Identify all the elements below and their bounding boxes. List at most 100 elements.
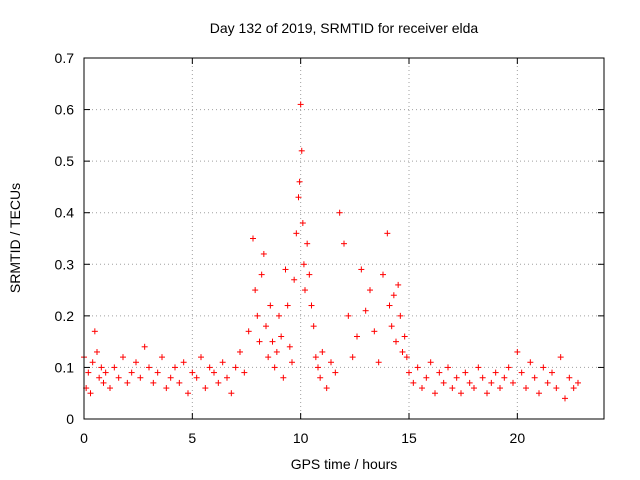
data-point (167, 374, 174, 381)
data-point (388, 323, 395, 330)
data-point (414, 364, 421, 371)
data-point (315, 364, 321, 371)
data-point (141, 343, 148, 350)
data-point (397, 312, 404, 319)
data-point (241, 369, 248, 376)
data-point (263, 323, 269, 330)
data-point (232, 364, 239, 371)
data-point (575, 379, 581, 386)
data-point (265, 354, 272, 361)
data-point (297, 101, 304, 108)
data-point (462, 369, 469, 376)
data-point (371, 328, 378, 335)
data-point (180, 359, 187, 366)
y-tick-label: 0.7 (55, 50, 75, 66)
data-point (308, 302, 315, 309)
y-tick-label: 0 (66, 411, 74, 427)
data-point (146, 364, 152, 371)
y-tick-label: 0.2 (55, 308, 75, 324)
data-point (399, 348, 406, 355)
data-point (380, 271, 386, 278)
data-point (510, 379, 516, 386)
data-point (250, 235, 256, 242)
plot-frame (83, 57, 605, 420)
data-point (296, 178, 303, 185)
data-point (423, 374, 430, 381)
data-point (85, 369, 92, 376)
data-point (531, 374, 538, 381)
data-point (514, 348, 521, 355)
data-point (336, 209, 343, 216)
x-tick-label: 0 (80, 430, 88, 446)
data-point (427, 359, 434, 366)
data-point (393, 338, 399, 345)
data-point (358, 266, 365, 273)
data-point (295, 194, 302, 201)
data-point (349, 354, 356, 361)
data-point (185, 390, 191, 397)
data-point (237, 348, 243, 355)
data-point (91, 328, 98, 335)
data-point (432, 390, 438, 397)
data-point (323, 385, 330, 392)
data-point (497, 385, 503, 392)
y-tick-label: 0.1 (55, 359, 75, 375)
data-point (401, 333, 408, 340)
data-point (163, 385, 170, 392)
x-tick-label: 5 (188, 430, 196, 446)
data-point (128, 369, 135, 376)
data-point (403, 354, 410, 361)
data-point (278, 333, 285, 340)
data-point (328, 359, 334, 366)
data-point (271, 364, 278, 371)
data-point (375, 359, 382, 366)
x-tick-labels: 0 5 10 15 20 (80, 430, 525, 446)
y-tick-label: 0.3 (55, 256, 75, 272)
data-point (215, 379, 222, 386)
data-point (390, 292, 397, 299)
y-tick-labels: 0 0.1 0.2 0.3 0.4 0.5 0.6 0.7 (55, 50, 75, 427)
data-point (228, 390, 235, 397)
data-point (410, 379, 417, 386)
data-point (254, 312, 261, 319)
data-point (256, 338, 263, 345)
data-point (98, 364, 105, 371)
data-point (260, 250, 267, 257)
data-point (293, 230, 300, 237)
data-point (466, 379, 473, 386)
data-point (102, 369, 109, 376)
x-tick-label: 10 (293, 430, 309, 446)
data-point (523, 385, 529, 392)
data-point (137, 374, 144, 381)
data-point (302, 287, 308, 294)
data-point (133, 359, 139, 366)
data-point (479, 374, 486, 381)
data-point (202, 385, 209, 392)
data-point (193, 374, 200, 381)
data-point (87, 390, 94, 397)
data-point (570, 385, 577, 392)
data-point (289, 359, 295, 366)
data-point (198, 354, 204, 361)
data-point (317, 374, 324, 381)
data-point (488, 379, 495, 386)
data-point (252, 287, 259, 294)
data-point (94, 348, 100, 355)
data-point (111, 364, 118, 371)
data-point (284, 302, 291, 309)
data-point (115, 374, 122, 381)
data-point (306, 271, 313, 278)
data-point (267, 302, 274, 309)
data-point (172, 364, 178, 371)
data-point (150, 379, 157, 386)
data-point (100, 379, 107, 386)
data-point (406, 369, 412, 376)
data-point (304, 240, 311, 247)
data-point (219, 359, 226, 366)
data-point (310, 323, 317, 330)
data-point (224, 374, 230, 381)
data-point (354, 333, 360, 340)
data-point (211, 369, 217, 376)
data-point (120, 354, 126, 361)
